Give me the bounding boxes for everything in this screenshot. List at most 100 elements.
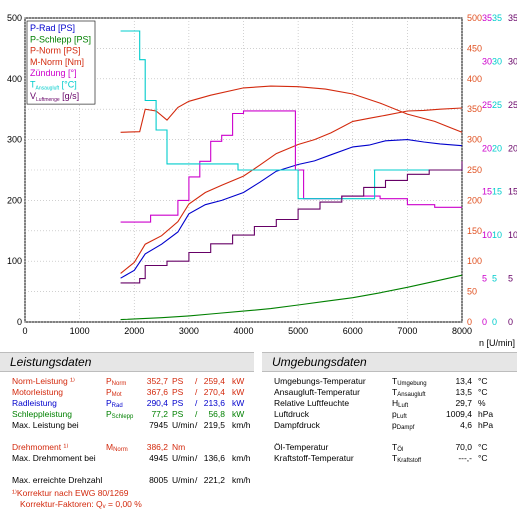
legend-entry: P-Schlepp [PS] [30, 34, 91, 44]
series-group [120, 30, 463, 321]
performance-value-2: 213,6 [203, 398, 225, 408]
x-tick-label: 2000 [124, 326, 144, 336]
performance-separator: / [195, 420, 198, 430]
y-right-torque-tick-label: 0 [467, 317, 472, 327]
performance-data-panel: Leistungsdaten Norm-Leistung ¹⁾ PNorm 352,… [0, 352, 254, 510]
performance-row [12, 464, 254, 475]
performance-separator: / [195, 453, 198, 463]
y-left-tick-label: 100 [7, 256, 22, 266]
performance-unit-1: U/min [172, 453, 195, 463]
performance-value-2: 219,5 [203, 420, 225, 430]
performance-value-1: 8005 [149, 475, 168, 485]
performance-unit-2: km/h [232, 453, 251, 463]
environment-value: 13,4 [455, 376, 472, 386]
performance-data-title: Leistungsdaten [0, 352, 254, 372]
environment-unit: % [478, 398, 486, 408]
environment-value: 29,7 [455, 398, 472, 408]
performance-separator: / [195, 475, 198, 485]
series-line-3 [120, 85, 463, 133]
y-right-torque-tick-label: 500 [467, 13, 482, 23]
environment-row: Kraftstoff-Temperatur TKraftstoff ---,- °C [274, 453, 517, 464]
legend: P-Rad [PS]P-Schlepp [PS] P-Norm [PS]M-Nor… [26, 20, 96, 105]
x-tick-label: 4000 [233, 326, 253, 336]
environment-symbol: TUmgebung [392, 376, 427, 387]
environment-symbol: pLuft [392, 409, 407, 420]
performance-value-2: 56,8 [208, 409, 225, 419]
y-right-torque-tick-label: 150 [467, 226, 482, 236]
performance-row: Radleistung PRad 290,4 PS / 213,6 kW [12, 398, 254, 409]
performance-unit-2: kW [232, 376, 245, 386]
legend-entry: P-Norm [PS] [30, 46, 81, 56]
performance-unit-1: Nm [172, 442, 186, 452]
legend-box [26, 20, 96, 105]
y-right-intake-temp-tick-label: 25 [492, 100, 502, 110]
y-right-torque-tick-label: 400 [467, 74, 482, 84]
y-right-ignition-tick-label: 5 [482, 274, 487, 284]
y-right-airflow-tick-label: 0 [508, 317, 513, 327]
y-right-ignition-tick-label: 35 [482, 13, 492, 23]
y-right-ignition-tick-label: 20 [482, 143, 492, 153]
x-tick-label: 8000 [452, 326, 472, 336]
environment-label: Luftdruck [274, 409, 309, 419]
performance-row: Schleppleistung PSchlepp 77,2 PS / 56,8 kW [12, 409, 254, 420]
performance-symbol: PRad [106, 398, 123, 409]
environment-label: Ansaugluft-Temperatur [274, 387, 360, 397]
performance-value-2: 259,4 [203, 376, 225, 386]
performance-label: Drehmoment ¹⁾ [12, 442, 69, 452]
environment-unit: hPa [478, 409, 494, 419]
performance-symbol: PMot [106, 387, 122, 398]
performance-symbol: MNorm [106, 442, 128, 453]
performance-label: Max. erreichte Drehzahl [12, 475, 103, 485]
performance-unit-1: U/min [172, 420, 195, 430]
y-right-ignition-tick-label: 25 [482, 100, 492, 110]
performance-symbol: PNorm [106, 376, 127, 387]
performance-value-2: 270,4 [203, 387, 225, 397]
environment-label: Kraftstoff-Temperatur [274, 453, 354, 463]
environment-row: Luftdruck pLuft 1009,4 hPa [274, 409, 517, 420]
environment-unit: °C [478, 387, 488, 397]
performance-data-rows: Norm-Leistung ¹⁾ PNorm 352,7 PS/259,4 kW Moto… [0, 372, 254, 510]
performance-separator: / [195, 387, 198, 397]
y-left-tick-label: 300 [7, 135, 22, 145]
performance-value-1: 7945 [149, 420, 168, 430]
performance-label: Radleistung [12, 398, 57, 408]
y-right-airflow-tick-label: 30 [508, 56, 517, 66]
environment-label: Relative Luftfeuchte [274, 398, 350, 408]
y-right-torque-tick-label: 100 [467, 256, 482, 266]
environment-label: Umgebungs-Temperatur [274, 376, 366, 386]
legend-entry: Zündung [°] [30, 68, 77, 78]
y-right-torque-tick-label: 450 [467, 43, 482, 53]
performance-label: Norm-Leistung ¹⁾ [12, 376, 76, 386]
environment-value: 13,5 [455, 387, 472, 397]
environment-label: Öl-Temperatur [274, 442, 329, 452]
environment-value: ---,- [458, 453, 472, 463]
performance-row: Max. erreichte Drehzahl 8005 U/min/ 221,2 km… [12, 475, 254, 486]
y-right-airflow-tick-label: 25 [508, 100, 517, 110]
environment-unit: °C [478, 376, 488, 386]
environment-row: Relative Luftfeuchte HLuft 29,7% [274, 398, 517, 409]
performance-unit-1: PS [172, 398, 184, 408]
y-left-tick-label: 0 [17, 317, 22, 327]
series-line-2 [120, 107, 463, 274]
y-right-airflow-tick-label: 10 [508, 230, 517, 240]
environment-symbol: TKraftstoff [392, 453, 422, 464]
performance-unit-1: U/min [172, 475, 195, 485]
environment-row: Umgebungs-Temperatur TUmgebung 13,4 °C [274, 376, 517, 387]
performance-unit-1: PS [172, 409, 184, 419]
performance-unit-2: kW [232, 398, 245, 408]
performance-value-1: 4945 [149, 453, 168, 463]
y-right-intake-temp-tick-label: 15 [492, 187, 502, 197]
performance-value-1: 290,4 [146, 398, 168, 408]
environment-row: Öl-Temperatur TÖl 70,0 °C [274, 442, 517, 453]
environment-data-rows: Umgebungs-Temperatur TUmgebung 13,4 °C Ansau… [262, 372, 517, 464]
x-tick-label: 1000 [70, 326, 90, 336]
y-right-intake-temp-tick-label: 10 [492, 230, 502, 240]
performance-row [12, 431, 254, 442]
performance-unit-2: km/h [232, 420, 251, 430]
performance-row: Norm-Leistung ¹⁾ PNorm 352,7 PS / 259,4 kW [12, 376, 254, 387]
y-right-torque-tick-label: 350 [467, 104, 482, 114]
environment-row [274, 431, 517, 442]
series-line-4 [120, 110, 462, 223]
y-right-airflow-tick-label: 20 [508, 143, 517, 153]
performance-label: Max. Drehmoment bei [12, 453, 96, 463]
